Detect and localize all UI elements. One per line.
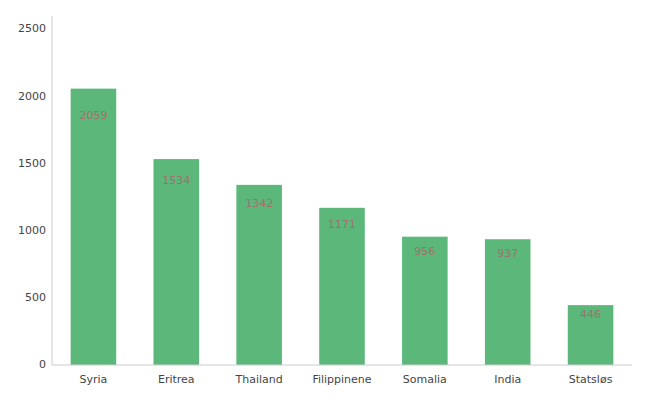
x-tick-label: Somalia	[403, 373, 447, 386]
chart-svg: 0 500 1000 1500 2000 2500 Syria Eritrea Thailand…	[0, 0, 648, 401]
y-tick-label: 1500	[18, 157, 46, 170]
x-tick-label: Statsløs	[569, 373, 613, 386]
y-tick-label: 0	[39, 358, 46, 371]
bar	[71, 89, 117, 365]
bar	[402, 237, 448, 365]
chart-container: 0 500 1000 1500 2000 2500 Syria Eritrea Thailand…	[0, 0, 648, 401]
bar	[236, 185, 282, 365]
y-tick-label: 1000	[18, 224, 46, 237]
y-ticks: 0 500 1000 1500 2000 2500	[18, 22, 46, 371]
data-label: 1534	[162, 174, 190, 187]
x-axis-line	[52, 365, 632, 366]
bar	[154, 159, 200, 365]
x-ticks: Syria Eritrea Thailand Filippinene Somalia In…	[80, 373, 613, 386]
x-tick-label: Thailand	[235, 373, 283, 386]
x-tick-label: Syria	[80, 373, 108, 386]
data-label: 2059	[79, 109, 107, 122]
y-tick-label: 500	[25, 291, 46, 304]
y-tick-label: 2000	[18, 90, 46, 103]
data-label: 446	[580, 308, 601, 321]
data-label: 956	[414, 245, 435, 258]
y-tick-label: 2500	[18, 22, 46, 35]
data-label: 937	[497, 247, 518, 260]
x-tick-label: India	[494, 373, 521, 386]
bar	[568, 305, 614, 365]
x-tick-label: Filippinene	[312, 373, 371, 386]
data-label: 1342	[245, 197, 273, 210]
bar	[485, 239, 531, 365]
bar	[319, 208, 365, 365]
y-axis-line	[52, 16, 53, 365]
bars	[71, 89, 614, 365]
x-tick-label: Eritrea	[158, 373, 195, 386]
data-labels: 2059 1534 1342 1171 956 937 446	[79, 109, 601, 321]
data-label: 1171	[328, 218, 356, 231]
